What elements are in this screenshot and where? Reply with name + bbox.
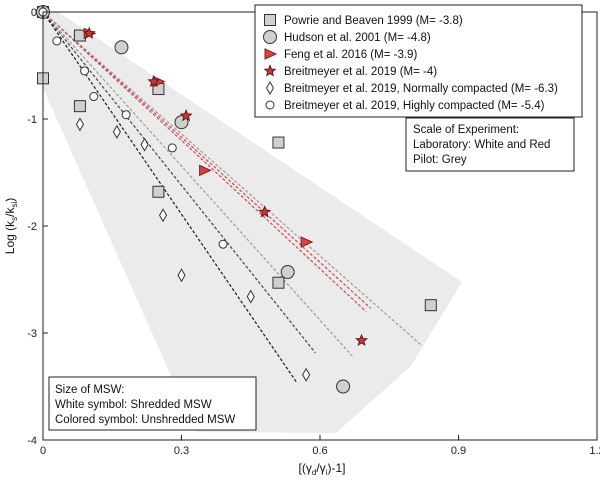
data-points bbox=[36, 5, 437, 394]
legend-label-4: Breitmeyer et al. 2019 (M= -4) bbox=[284, 66, 437, 78]
legend-label-1: Powrie and Beaven 1999 (M= -3.8) bbox=[284, 15, 463, 27]
point-triangle-3 bbox=[199, 164, 212, 177]
x-axis-label: [(γd/γi)-1] bbox=[299, 461, 346, 477]
legend-marker-small-circle bbox=[265, 100, 275, 110]
point-circle-4 bbox=[280, 265, 295, 280]
fit-line-2 bbox=[42, 11, 372, 309]
size-line-3: Colored symbol: Unshredded MSW bbox=[55, 414, 235, 426]
point-diamond-3 bbox=[112, 124, 121, 139]
size-annotation: Size of MSW: White symbol: Shredded MSW … bbox=[48, 376, 257, 431]
legend-marker-triangle bbox=[264, 48, 278, 60]
legend-label-3: Feng et al. 2016 (M= -3.9) bbox=[284, 49, 417, 61]
x-tick-label: 0.6 bbox=[312, 445, 327, 457]
point-diamond-8 bbox=[302, 367, 311, 382]
legend-label-6: Breitmeyer et al. 2019, Highly compacted… bbox=[284, 100, 545, 112]
legend-label-5: Breitmeyer et al. 2019, Normally compact… bbox=[284, 83, 558, 95]
scale-line-2: Laboratory: White and Red bbox=[413, 139, 550, 151]
legend: Powrie and Beaven 1999 (M= -3.8) Hudson e… bbox=[254, 4, 583, 118]
uncertainty-band bbox=[43, 12, 462, 433]
y-tick-label: -2 bbox=[27, 221, 37, 233]
y-axis-label: Log (ks/ksi) bbox=[3, 198, 19, 254]
x-tick-label: 0.9 bbox=[451, 445, 466, 457]
point-square-9 bbox=[424, 299, 437, 312]
x-ticks: 0 0.3 0.6 0.9 1.2 bbox=[40, 435, 600, 457]
fit-line-4 bbox=[42, 11, 353, 357]
point-diamond-6 bbox=[177, 268, 186, 283]
legend-marker-star bbox=[263, 64, 277, 77]
point-small-circle-2 bbox=[52, 36, 62, 46]
legend-marker-square bbox=[264, 14, 276, 26]
legend-marker-diamond bbox=[265, 81, 275, 95]
point-diamond-4 bbox=[140, 137, 149, 152]
point-square-7 bbox=[272, 136, 285, 149]
scale-annotation: Scale of Experiment: Laboratory: White a… bbox=[405, 117, 575, 172]
scale-box bbox=[405, 117, 575, 172]
point-star-5 bbox=[355, 333, 369, 346]
point-small-circle-5 bbox=[121, 110, 131, 120]
point-circle-2 bbox=[114, 40, 129, 55]
point-star-2 bbox=[147, 74, 161, 88]
point-small-circle-3 bbox=[80, 66, 90, 76]
point-star-4 bbox=[258, 205, 272, 218]
fit-line-3 bbox=[42, 11, 422, 346]
point-star-1 bbox=[82, 26, 96, 39]
size-box bbox=[48, 376, 257, 431]
point-small-circle-6 bbox=[167, 143, 177, 153]
point-diamond-7 bbox=[246, 289, 255, 304]
y-tick-label: 0 bbox=[31, 7, 37, 19]
point-square-4 bbox=[73, 100, 86, 113]
point-square-6 bbox=[152, 185, 165, 198]
point-diamond-2 bbox=[75, 117, 85, 132]
y-ticks: 0 -1 -2 -3 -4 bbox=[27, 7, 48, 447]
legend-label-2: Hudson et al. 2001 (M= -4.8) bbox=[284, 32, 431, 44]
y-tick-label: -1 bbox=[27, 114, 37, 126]
fit-line-1 bbox=[42, 11, 367, 313]
size-line-2: White symbol: Shredded MSW bbox=[55, 399, 212, 411]
point-circle-5 bbox=[336, 379, 351, 394]
point-star-3 bbox=[179, 108, 193, 122]
size-line-1: Size of MSW: bbox=[55, 384, 124, 396]
legend-box bbox=[254, 4, 583, 118]
scale-line-1: Scale of Experiment: bbox=[413, 124, 519, 136]
point-small-circle-7 bbox=[218, 239, 228, 249]
y-tick-label: -3 bbox=[27, 328, 37, 340]
scale-line-3: Pilot: Grey bbox=[413, 154, 467, 166]
point-square-8 bbox=[272, 276, 285, 289]
y-tick-label: -4 bbox=[27, 435, 37, 447]
x-tick-label: 0.3 bbox=[174, 445, 189, 457]
legend-items: Powrie and Beaven 1999 (M= -3.8) Hudson e… bbox=[263, 14, 558, 112]
point-small-circle-4 bbox=[89, 92, 99, 102]
legend-marker-circle bbox=[263, 30, 277, 44]
x-tick-label: 0 bbox=[40, 445, 46, 457]
x-tick-label: 1.2 bbox=[589, 445, 600, 457]
point-diamond-5 bbox=[158, 208, 168, 223]
point-triangle-4 bbox=[300, 236, 314, 248]
